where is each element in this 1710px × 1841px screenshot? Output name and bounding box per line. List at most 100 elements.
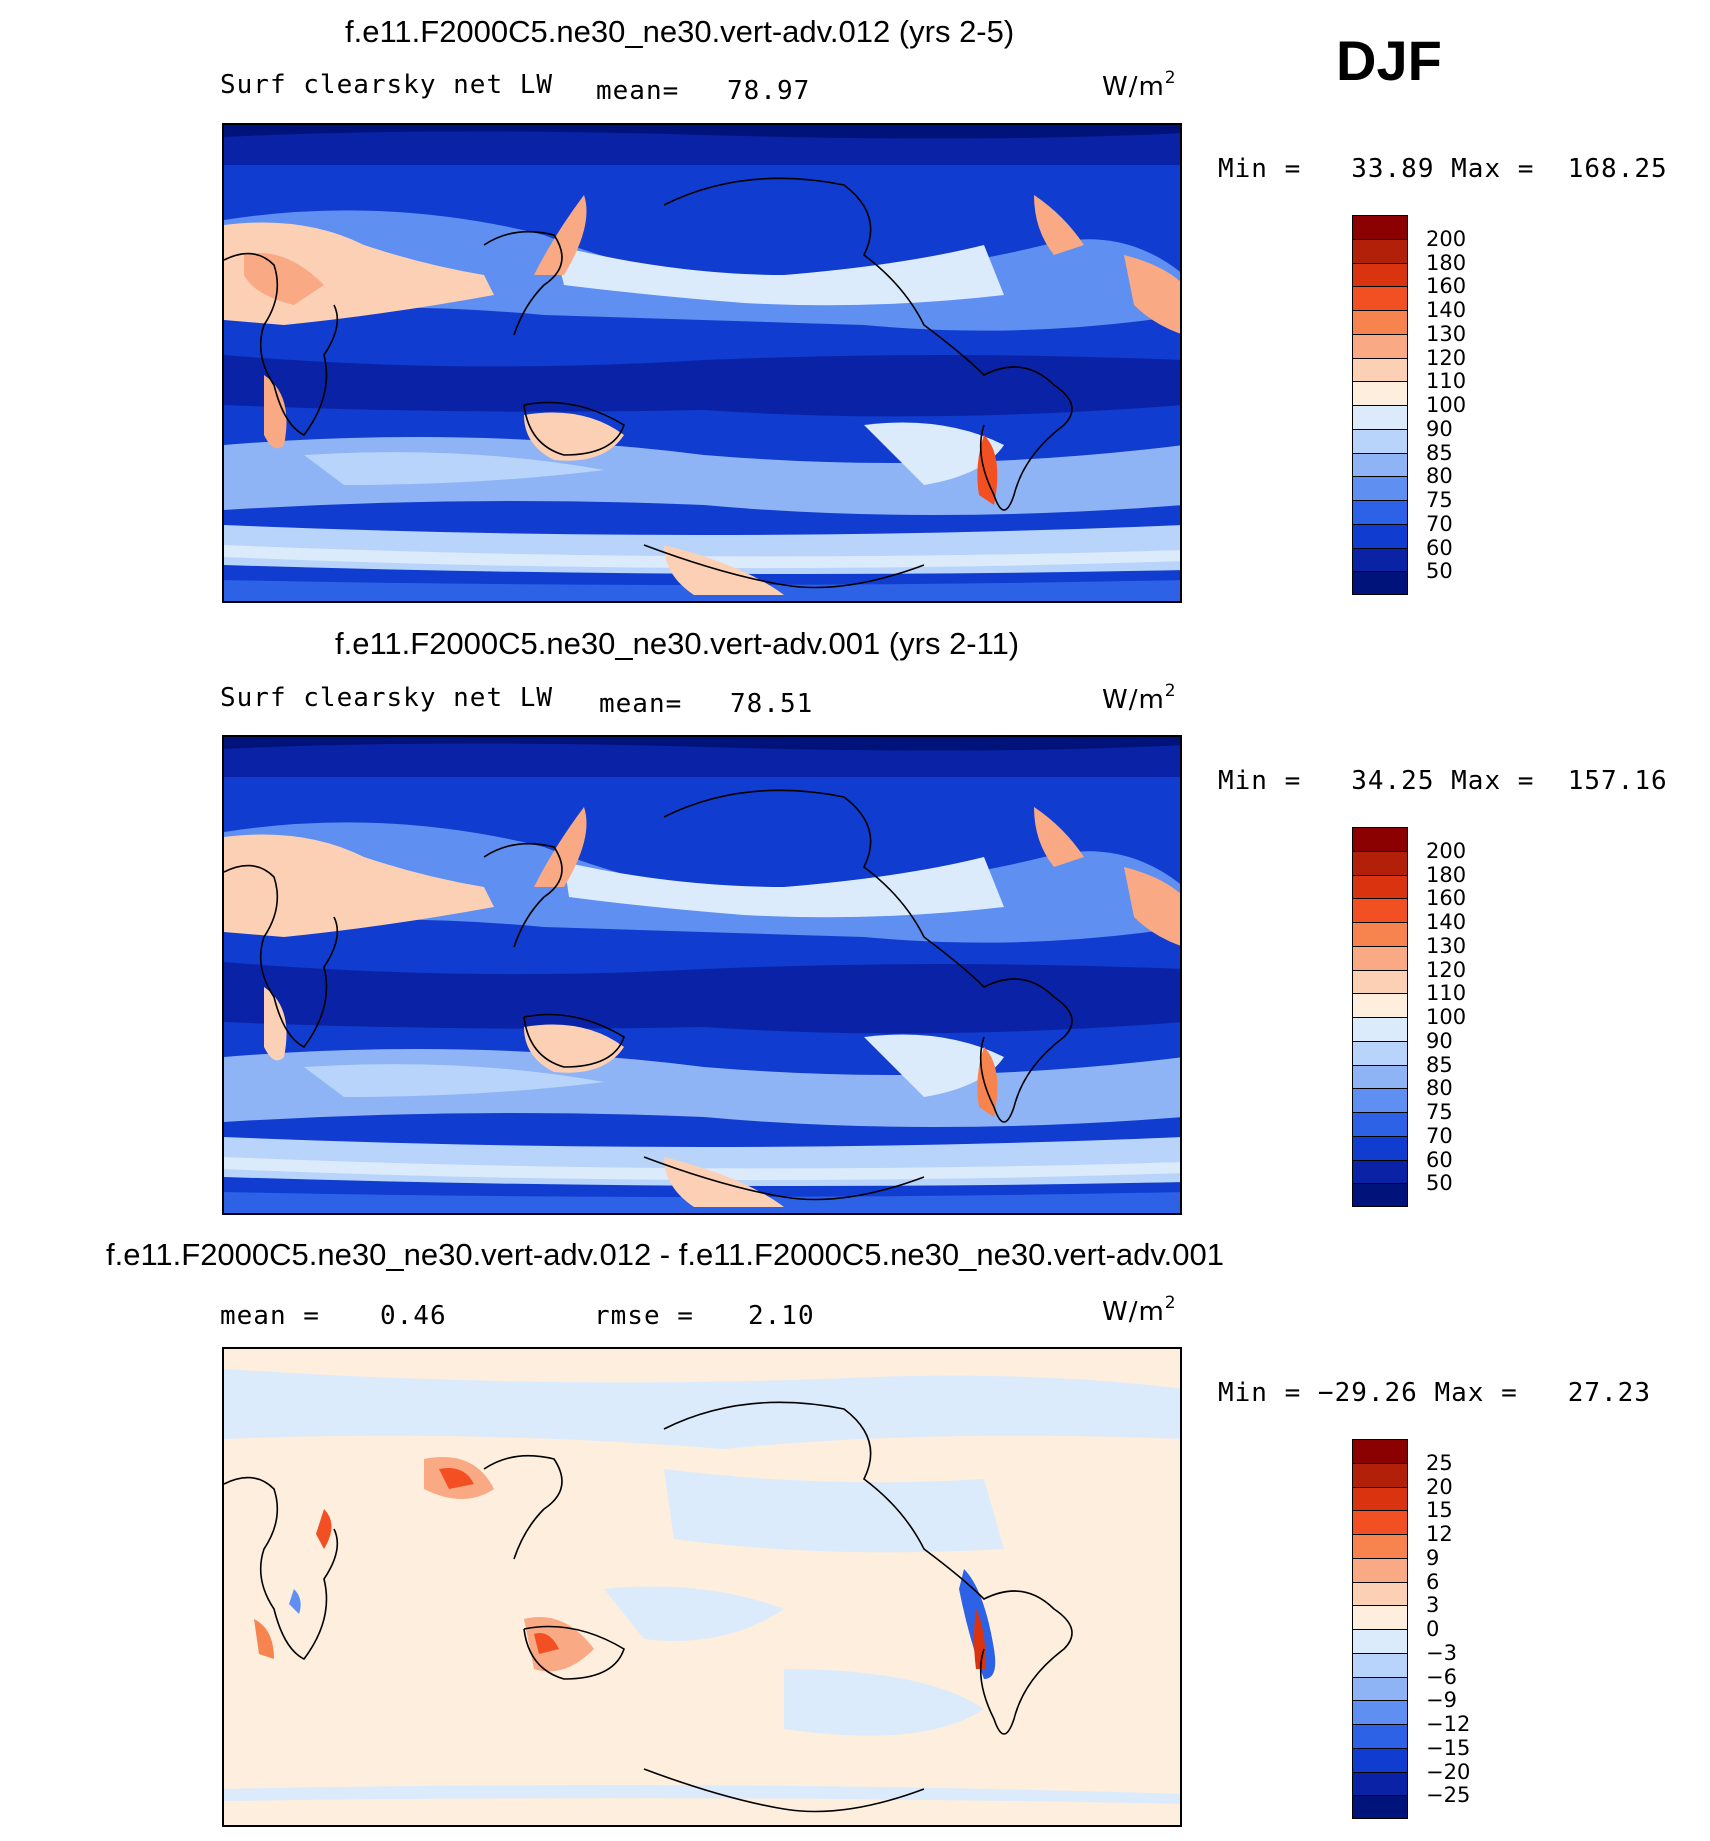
colorbar-segment	[1353, 1018, 1407, 1042]
colorbar-segment	[1353, 946, 1407, 971]
colorbar-tick-label: −15	[1426, 1735, 1471, 1760]
colorbar-tick-label: 140	[1426, 910, 1467, 934]
colorbar-tick-label: 200	[1426, 226, 1467, 251]
colorbar-segment	[1353, 548, 1407, 573]
colorbar-segment	[1353, 1535, 1407, 1559]
colorbar-tick-label: 130	[1426, 933, 1467, 958]
colorbar-tick-label: 9	[1426, 1545, 1440, 1570]
colorbar-segment	[1353, 994, 1407, 1018]
colorbar-segment	[1353, 334, 1407, 359]
colorbar-tick-label: 80	[1426, 464, 1453, 489]
colorbar-segment	[1353, 875, 1407, 900]
colorbar-tick-label: 80	[1426, 1076, 1453, 1101]
colorbar-tick-label: 85	[1426, 440, 1453, 465]
colorbar-tick-label: 200	[1426, 838, 1467, 863]
panel-1-mean-value: 78.97	[727, 76, 811, 106]
colorbar-segment	[1353, 1725, 1407, 1749]
panel-3-units: W/m2	[1102, 1293, 1177, 1327]
colorbar-tick-label: 70	[1426, 1123, 1453, 1148]
panel-1-colorbar	[1352, 215, 1408, 595]
colorbar-segment	[1353, 1630, 1407, 1654]
colorbar-segment	[1353, 216, 1407, 240]
colorbar-segment	[1353, 970, 1407, 995]
panel-2-mean-label: mean=	[599, 689, 683, 719]
panel-3-mean-value: 0.46	[380, 1301, 447, 1331]
colorbar-segment	[1353, 1582, 1407, 1607]
panel-3-colorbar	[1352, 1439, 1408, 1819]
colorbar-segment	[1353, 1065, 1407, 1090]
colorbar-segment	[1353, 263, 1407, 288]
colorbar-tick-label: 75	[1426, 1100, 1453, 1124]
panel-1-minmax: Min = 33.89 Max = 168.25	[1218, 154, 1668, 184]
panel-1-map	[222, 123, 1182, 603]
panel-2-map	[222, 735, 1182, 1215]
panel-1-mean-label: mean=	[596, 76, 680, 106]
colorbar-tick-label: 15	[1426, 1498, 1453, 1523]
panel-3-mean-label: mean =	[220, 1301, 320, 1331]
colorbar-segment	[1353, 1160, 1407, 1185]
panel-1-variable: Surf clearsky net LW	[220, 70, 554, 100]
colorbar-tick-label: 140	[1426, 298, 1467, 322]
colorbar-segment	[1353, 828, 1407, 852]
colorbar-tick-label: −3	[1426, 1640, 1457, 1665]
colorbar-tick-label: 6	[1426, 1569, 1440, 1594]
colorbar-segment	[1353, 239, 1407, 264]
colorbar-tick-label: −9	[1426, 1688, 1457, 1713]
colorbar-segment	[1353, 1606, 1407, 1630]
colorbar-segment	[1353, 1463, 1407, 1488]
colorbar-tick-label: 180	[1426, 250, 1467, 275]
colorbar-tick-label: 110	[1426, 369, 1467, 394]
panel-1-map-field	[224, 125, 1180, 601]
panel-2-colorbar	[1352, 827, 1408, 1207]
colorbar-tick-label: 60	[1426, 1147, 1453, 1172]
colorbar-tick-label: 0	[1426, 1617, 1440, 1641]
colorbar-tick-label: 90	[1426, 1028, 1453, 1053]
colorbar-tick-label: 75	[1426, 488, 1453, 512]
colorbar-segment	[1353, 1089, 1407, 1113]
panel-3-map	[222, 1347, 1182, 1827]
colorbar-tick-label: 50	[1426, 1171, 1453, 1196]
colorbar-segment	[1353, 923, 1407, 947]
colorbar-tick-label: 90	[1426, 416, 1453, 441]
colorbar-tick-label: 100	[1426, 1005, 1467, 1029]
colorbar-segment	[1353, 358, 1407, 383]
panel-1-title: f.e11.F2000C5.ne30_ne30.vert-adv.012 (yr…	[345, 14, 1015, 49]
colorbar-segment	[1353, 1653, 1407, 1678]
colorbar-tick-label: −6	[1426, 1664, 1457, 1689]
panel-3-title: f.e11.F2000C5.ne30_ne30.vert-adv.012 - f…	[106, 1237, 1224, 1272]
colorbar-segment	[1353, 1041, 1407, 1066]
colorbar-segment	[1353, 311, 1407, 335]
colorbar-tick-label: 120	[1426, 957, 1467, 982]
colorbar-segment	[1353, 477, 1407, 501]
colorbar-segment	[1353, 1113, 1407, 1137]
colorbar-tick-label: 160	[1426, 886, 1467, 911]
colorbar-tick-label: 12	[1426, 1522, 1453, 1546]
colorbar-tick-label: 130	[1426, 321, 1467, 346]
colorbar-segment	[1353, 1511, 1407, 1535]
colorbar-segment	[1353, 1772, 1407, 1797]
season-label: DJF	[1336, 29, 1442, 92]
colorbar-segment	[1353, 501, 1407, 525]
colorbar-segment	[1353, 524, 1407, 549]
colorbar-segment	[1353, 1136, 1407, 1161]
colorbar-segment	[1353, 406, 1407, 430]
colorbar-tick-label: 25	[1426, 1450, 1453, 1475]
panel-2-units: W/m2	[1102, 681, 1177, 715]
colorbar-segment	[1353, 1184, 1407, 1206]
colorbar-tick-label: 60	[1426, 535, 1453, 560]
colorbar-tick-label: 110	[1426, 981, 1467, 1006]
panel-3-minmax: Min = −29.26 Max = 27.23	[1218, 1378, 1651, 1408]
colorbar-tick-label: 85	[1426, 1052, 1453, 1077]
colorbar-segment	[1353, 1487, 1407, 1512]
colorbar-tick-label: 20	[1426, 1474, 1453, 1499]
panel-2-mean-value: 78.51	[730, 689, 814, 719]
colorbar-tick-label: 50	[1426, 559, 1453, 584]
colorbar-segment	[1353, 429, 1407, 454]
colorbar-segment	[1353, 287, 1407, 311]
colorbar-tick-label: 120	[1426, 345, 1467, 370]
colorbar-tick-label: 70	[1426, 511, 1453, 536]
colorbar-segment	[1353, 1440, 1407, 1464]
colorbar-tick-label: −20	[1426, 1759, 1471, 1784]
colorbar-segment	[1353, 382, 1407, 406]
panel-2-minmax: Min = 34.25 Max = 157.16	[1218, 766, 1668, 796]
